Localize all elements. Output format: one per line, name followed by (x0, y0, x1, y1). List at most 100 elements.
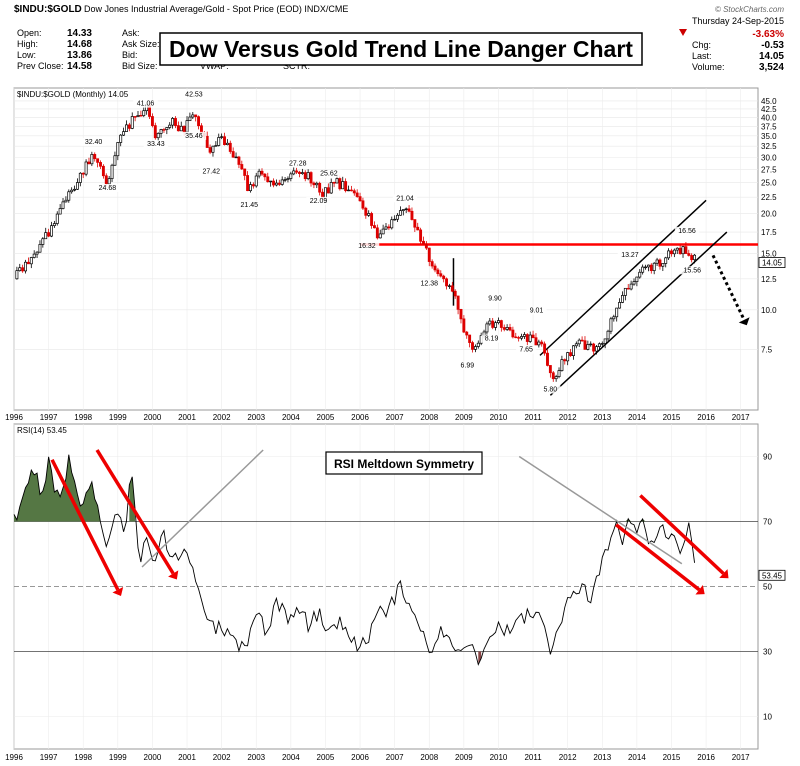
rsi-line (13, 454, 696, 666)
candle-body (246, 175, 250, 192)
quote-date: Thursday 24-Sep-2015 (692, 16, 784, 26)
rsi-y-tick: 10 (763, 713, 772, 722)
candle-body (176, 125, 180, 132)
candle-body (240, 164, 244, 170)
candle-body (263, 173, 267, 178)
price-x-tick: 2014 (628, 413, 646, 422)
candle-body (174, 118, 177, 126)
candle-body (318, 182, 322, 193)
candle-body (528, 334, 532, 342)
candle-body (583, 340, 587, 350)
price-annotation: 27.42 (202, 168, 220, 175)
candle-body (525, 334, 529, 342)
price-annotation: 35.46 (185, 133, 203, 140)
candle-body (217, 137, 221, 146)
candle-body (603, 338, 607, 344)
rsi-x-tick: 1997 (40, 753, 58, 762)
candle-body (78, 172, 82, 183)
price-y-tick: 7.5 (761, 346, 773, 355)
candle-body (326, 187, 330, 194)
quote-label: Bid Size: (122, 61, 158, 71)
candle-body (280, 179, 284, 185)
candle-body (70, 189, 74, 193)
price-y-tick: 35.0 (761, 132, 777, 141)
price-annotation: 33.43 (147, 141, 165, 148)
candle-body (586, 344, 590, 350)
candle-body (655, 259, 659, 264)
candle-body (497, 320, 500, 324)
candle-body (277, 182, 281, 185)
channel-line (539, 199, 707, 356)
annotation-bg (516, 345, 537, 354)
candle-body (58, 208, 62, 215)
price-annotation: 9.90 (488, 295, 502, 302)
rsi-pointer-lines (141, 449, 683, 568)
candle-body (557, 370, 561, 377)
candle-body (44, 232, 48, 240)
candle-body (119, 134, 123, 143)
candle-body (644, 266, 647, 269)
candle-body (658, 259, 662, 267)
annotation-bg (237, 200, 262, 209)
candle-body (18, 267, 22, 272)
price-annotation: 21.45 (241, 202, 259, 209)
annotation-bg (285, 159, 311, 168)
quote-label: Chg: (692, 40, 711, 50)
candle-body (589, 343, 593, 346)
candle-body (231, 151, 235, 158)
price-annotation: 6.99 (461, 362, 475, 369)
candle-body (29, 257, 33, 265)
candle-body (387, 226, 391, 229)
quote-label: Last: (692, 51, 712, 61)
price-y-tick: 12.5 (761, 275, 777, 284)
candle-body (485, 323, 489, 333)
candle-body (35, 251, 39, 255)
candle-body (635, 276, 639, 282)
callout-pointer (141, 449, 264, 568)
candle-body (205, 135, 209, 148)
title-box-text: Dow Versus Gold Trend Line Danger Chart (169, 36, 633, 62)
candle-body (234, 156, 238, 159)
candle-body (537, 341, 541, 346)
price-y-tick: 42.5 (761, 105, 777, 114)
annotation-bg (133, 99, 158, 108)
rsi-x-tick: 1999 (109, 753, 127, 762)
red-arrow-line (615, 523, 701, 592)
rsi-y-tick: 50 (763, 583, 772, 592)
candle-body (352, 190, 356, 194)
rsi-x-tick: 2002 (213, 753, 231, 762)
candle-body (494, 322, 498, 328)
price-x-tick: 2010 (490, 413, 508, 422)
candle-body (251, 184, 255, 187)
candle-body (623, 287, 627, 296)
price-x-tick: 2007 (386, 413, 404, 422)
candle-body (661, 263, 665, 267)
candle-body (208, 147, 212, 153)
candle-body (424, 243, 428, 249)
price-annotation: 22.09 (310, 198, 328, 205)
rsi-x-axis: 1996 1997 1998 1999 2000 2001 2002 2003 2004 2005… (5, 753, 750, 762)
candle-body (125, 124, 128, 132)
candle-body (476, 342, 480, 347)
annotation-bg (617, 251, 643, 260)
price-x-tick: 2000 (144, 413, 162, 422)
price-y-tick: 17.5 (761, 228, 777, 237)
price-annotation: 32.40 (85, 139, 103, 146)
candle-body (543, 343, 547, 354)
rsi-y-tick: 70 (763, 518, 772, 527)
candle-body (182, 125, 186, 133)
rsi-x-tick: 2017 (732, 753, 750, 762)
candle-body (436, 269, 440, 275)
quote-value: 3,524 (759, 62, 784, 73)
rsi-x-tick: 2010 (490, 753, 508, 762)
candle-body (450, 285, 454, 292)
candle-body (390, 219, 394, 229)
annotation-bg (316, 169, 342, 178)
rsi-x-tick: 2016 (697, 753, 715, 762)
price-annotation: 15.56 (683, 267, 701, 274)
candle-body (136, 115, 140, 117)
candle-body (364, 207, 368, 216)
annotation-bg (143, 140, 169, 149)
rsi-last-label: 53.45 (762, 571, 783, 580)
